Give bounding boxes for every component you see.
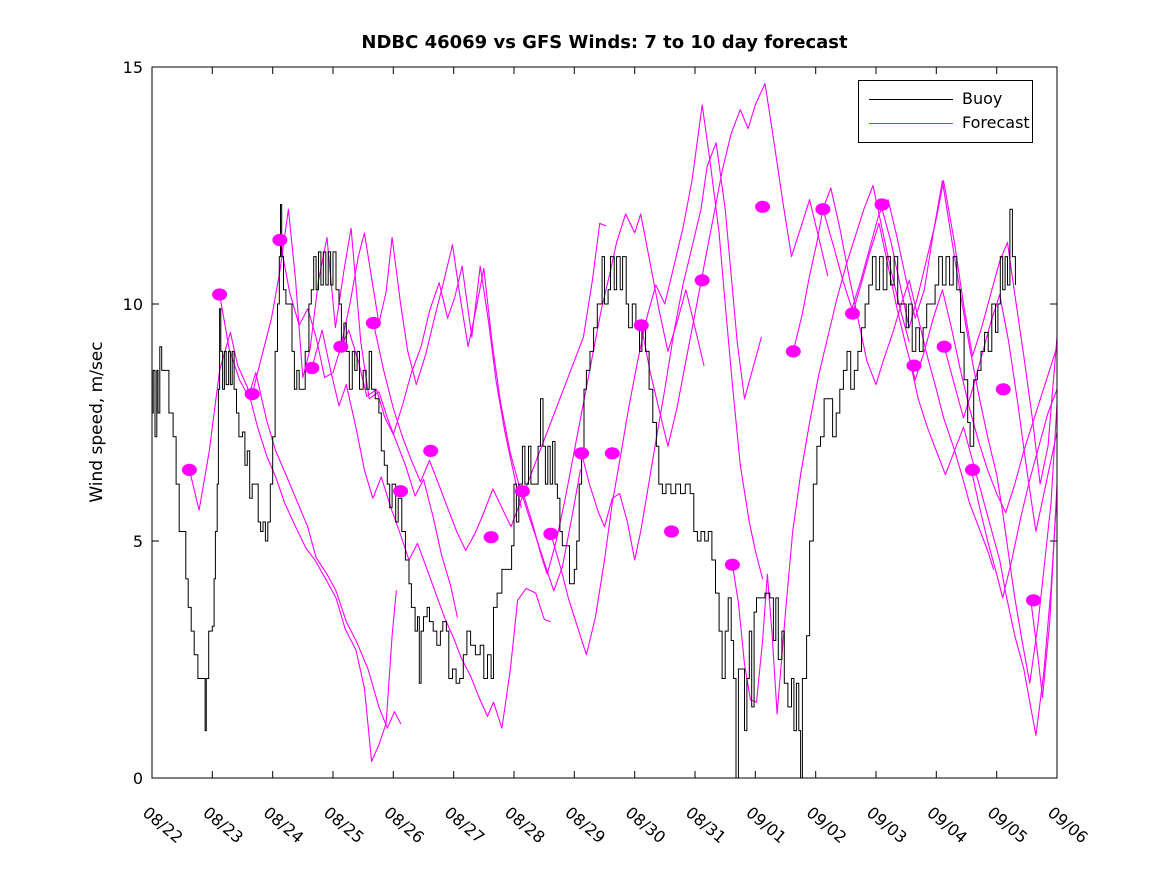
plot-data-area	[152, 83, 1057, 778]
forecast-dot-marker	[514, 485, 530, 498]
y-tick-label: 15	[123, 58, 143, 77]
x-tick-label: 09/05	[984, 803, 1032, 847]
forecast-line	[372, 222, 607, 552]
y-axis-label: Wind speed, m/sec	[87, 341, 107, 503]
forecast-dot-marker	[333, 340, 349, 353]
forecast-dot-marker	[272, 233, 288, 247]
forecast-dot-marker	[664, 525, 679, 538]
forecast-dot-marker	[633, 319, 649, 332]
axis-ticks	[151, 66, 1058, 779]
forecast-line	[880, 180, 1057, 485]
forecast-dot-marker	[574, 447, 590, 460]
forecast-line	[581, 142, 762, 561]
axes-box	[151, 66, 1058, 779]
forecast-dot-marker	[965, 463, 980, 476]
forecast-lines	[188, 83, 1057, 762]
x-tick-label: 08/31	[682, 803, 730, 847]
legend-box[interactable]: Buoy Forecast	[858, 80, 1033, 143]
forecast-dot-marker	[906, 359, 922, 372]
forecast-dot-marker	[181, 463, 197, 476]
x-tick-label: 08/24	[260, 803, 308, 847]
forecast-dot-marker	[1026, 594, 1041, 607]
forecast-dots	[181, 198, 1041, 607]
x-tick-label: 09/03	[863, 803, 911, 847]
x-tick-label: 08/22	[139, 803, 187, 847]
x-tick-label: 08/30	[622, 803, 670, 847]
forecast-line	[550, 104, 764, 656]
forecast-line	[188, 331, 397, 762]
forecast-line	[521, 213, 705, 575]
forecast-line	[970, 388, 1057, 599]
forecast-dot-marker	[694, 274, 710, 287]
forecast-dot-marker	[212, 288, 228, 301]
forecast-dot-marker	[604, 447, 620, 460]
y-tick-label: 0	[133, 769, 143, 788]
forecast-line	[279, 239, 522, 509]
forecast-dot-marker	[483, 531, 499, 544]
x-tick-label: 08/26	[380, 803, 428, 847]
forecast-line	[910, 365, 1057, 736]
x-tick-label: 08/28	[501, 803, 549, 847]
forecast-dot-marker	[304, 361, 320, 375]
forecast-line	[943, 293, 1057, 533]
forecast-dot-marker	[845, 307, 860, 320]
y-tick-labels: 0 5 10 15	[123, 58, 143, 788]
buoy-line-sample	[869, 98, 953, 100]
forecast-dot-marker	[543, 527, 559, 541]
forecast-line	[251, 208, 458, 618]
forecast-line	[822, 180, 1057, 684]
x-tick-label: 08/23	[199, 803, 247, 847]
forecast-line	[219, 293, 402, 729]
y-tick-label: 5	[133, 532, 143, 551]
x-tick-label: 09/06	[1044, 803, 1092, 847]
forecast-line	[792, 187, 995, 570]
forecast-line	[731, 184, 910, 715]
forecast-dot-marker	[755, 200, 771, 213]
x-tick-label: 09/01	[742, 803, 790, 847]
forecast-line-sample	[869, 122, 953, 124]
forecast-line	[311, 329, 551, 729]
x-tick-label: 09/04	[923, 803, 971, 847]
buoy-series-line	[152, 204, 1016, 778]
forecast-line	[640, 83, 829, 447]
legend-entry-forecast[interactable]: Forecast	[859, 111, 1032, 135]
forecast-dot-marker	[423, 444, 439, 457]
forecast-line	[1030, 483, 1057, 698]
y-tick-label: 10	[123, 295, 143, 314]
x-tick-label: 08/25	[320, 803, 368, 847]
legend-entry-buoy[interactable]: Buoy	[859, 87, 1032, 111]
forecast-dot-marker	[936, 340, 952, 353]
x-tick-label: 09/02	[803, 803, 851, 847]
forecast-dot-marker	[393, 485, 409, 498]
legend-label-forecast: Forecast	[962, 113, 1030, 132]
forecast-dot-marker	[995, 383, 1011, 396]
forecast-dot-marker	[874, 198, 890, 211]
forecast-dot-marker	[365, 316, 381, 330]
x-tick-labels: 08/22 08/23 08/24 08/25 08/26 08/27 08/28 08/29…	[139, 803, 1092, 847]
x-tick-label: 08/29	[561, 803, 609, 847]
x-tick-label: 08/27	[441, 803, 489, 847]
legend-label-buoy: Buoy	[962, 89, 1003, 108]
forecast-dot-marker	[244, 388, 260, 401]
forecast-dot-marker	[724, 558, 740, 571]
forecast-dot-marker	[815, 203, 831, 216]
forecast-dot-marker	[785, 345, 801, 358]
chart-title: NDBC 46069 vs GFS Winds: 7 to 10 day for…	[361, 32, 848, 53]
